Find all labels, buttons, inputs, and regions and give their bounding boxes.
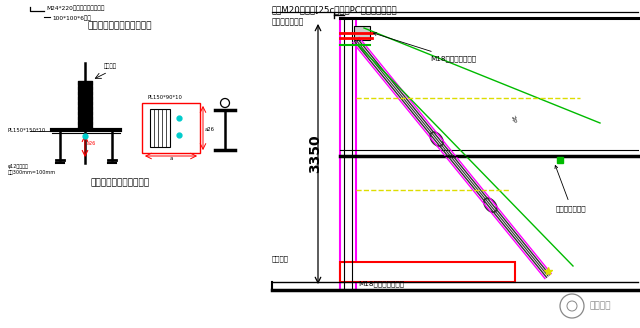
Text: a26: a26 [205, 127, 215, 132]
Text: 利用M20螺栓将[25c槽钢与PC板预留套管连接: 利用M20螺栓将[25c槽钢与PC板预留套管连接 [272, 5, 397, 14]
Text: M24*220螺栓套筒和配套螺垫: M24*220螺栓套筒和配套螺垫 [46, 5, 104, 11]
Text: PL150*150*10: PL150*150*10 [8, 129, 46, 133]
Text: 3350: 3350 [308, 135, 322, 173]
Text: 斜撑板片: 斜撑板片 [104, 63, 117, 69]
Text: M18螺栓和配套螺母: M18螺栓和配套螺母 [358, 281, 404, 287]
Text: M18螺栓和配套螺母: M18螺栓和配套螺母 [374, 32, 476, 62]
Text: 配套拒座: 配套拒座 [272, 255, 289, 262]
Text: 2p: 2p [510, 114, 518, 124]
Bar [150, 109, 170, 147]
Text: PL150*90*10: PL150*90*10 [148, 95, 183, 100]
Bar [340, 18, 356, 290]
Text: 用在楼板位置处的支撑埋件: 用在楼板位置处的支撑埋件 [88, 22, 152, 31]
Bar [340, 262, 515, 282]
Text: 豆丁施工: 豆丁施工 [589, 301, 611, 311]
Text: a: a [170, 156, 173, 161]
Text: 基础或楼板埋件: 基础或楼板埋件 [555, 166, 587, 212]
Text: 100*100*6钢板: 100*100*6钢板 [52, 15, 91, 21]
Text: a26: a26 [87, 141, 96, 146]
Text: 斜撑与槽钢连接: 斜撑与槽钢连接 [272, 17, 305, 26]
Bar [354, 26, 370, 40]
Bar [142, 103, 200, 153]
Text: φ12标准穿孔: φ12标准穿孔 [8, 164, 29, 169]
Text: 间距300mm=100mm: 间距300mm=100mm [8, 170, 56, 175]
Text: 用在基础位置的支撑埋件: 用在基础位置的支撑埋件 [90, 178, 150, 187]
